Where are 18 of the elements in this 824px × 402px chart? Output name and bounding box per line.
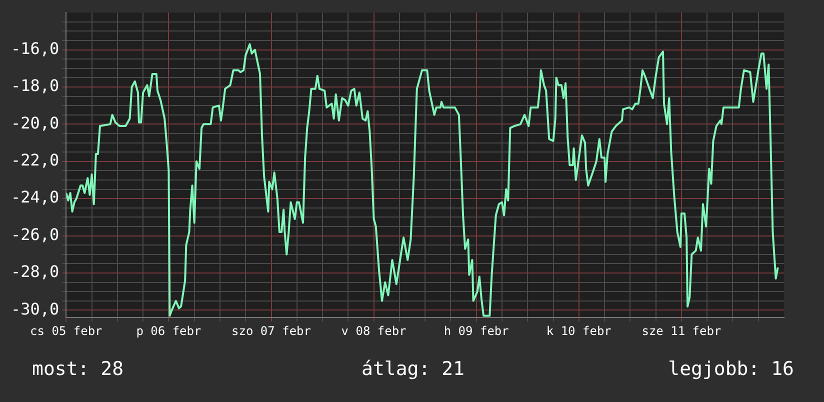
y-tick-label: -26,0 [10, 224, 60, 244]
x-tick-label: sze 11 febr [642, 324, 722, 338]
x-tick-label: p 06 febr [136, 324, 202, 338]
text: legjobb: 16 [667, 358, 794, 380]
text: átlag: 21 [360, 358, 466, 380]
text: most: 28 [32, 358, 125, 380]
y-tick-label: -30,0 [10, 299, 60, 318]
y-tick-label: -20,0 [10, 113, 60, 132]
x-tick-label: szo 07 febr [232, 324, 311, 338]
x-tick-label: v 08 febr [341, 324, 406, 338]
y-tick-label: -18,0 [10, 76, 60, 96]
y-tick-label: -16,0 [10, 38, 60, 58]
x-tick-label: cs 05 febr [30, 324, 102, 338]
y-tick-label: -24,0 [10, 188, 60, 207]
x-tick-label: h 09 febr [444, 324, 509, 338]
y-tick-label: -28,0 [10, 262, 60, 282]
y-tick-label: -22,0 [10, 150, 60, 170]
x-tick-label: k 10 febr [546, 324, 612, 338]
